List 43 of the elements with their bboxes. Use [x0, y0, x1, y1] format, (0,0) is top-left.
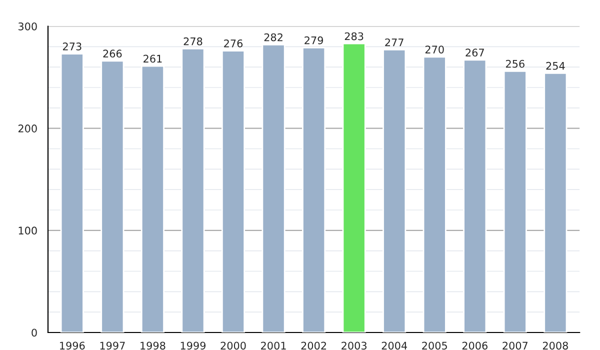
data-label: 283 — [344, 32, 364, 40]
x-tick-label: 2001 — [261, 342, 286, 350]
data-label: 266 — [103, 50, 122, 58]
data-label: 261 — [144, 54, 162, 63]
x-tick-label: 2008 — [542, 342, 568, 350]
data-label: 270 — [425, 46, 444, 54]
data-label: 273 — [62, 42, 82, 50]
y-tick-label: 200 — [18, 124, 37, 132]
bar — [342, 42, 366, 332]
x-tick-label: 2003 — [342, 342, 366, 350]
bar — [262, 44, 286, 332]
bar — [221, 50, 246, 332]
data-label: 256 — [506, 60, 524, 68]
x-tick-label: 1996 — [60, 342, 85, 350]
bar — [100, 60, 124, 332]
bar — [302, 46, 326, 332]
x-tick-label: 2004 — [382, 342, 408, 350]
bar — [503, 70, 527, 332]
y-tick-label: 100 — [18, 226, 37, 235]
x-tick-label: 2006 — [462, 342, 488, 350]
data-label: 277 — [385, 38, 404, 46]
data-label: 282 — [264, 33, 282, 42]
bar — [140, 65, 164, 332]
data-label: 276 — [224, 39, 243, 48]
bar — [422, 56, 446, 332]
data-label: 254 — [546, 62, 565, 70]
data-label: 278 — [184, 37, 202, 46]
bar — [60, 53, 84, 332]
bar — [463, 59, 487, 332]
x-tick-label: 1998 — [140, 342, 166, 350]
bar — [382, 49, 406, 332]
bar — [181, 48, 205, 332]
x-tick-label: 2005 — [422, 342, 447, 350]
x-tick-label: 2002 — [301, 342, 326, 350]
data-label: 279 — [304, 36, 324, 44]
bar — [544, 72, 568, 332]
data-label: 267 — [466, 48, 484, 57]
x-tick-label: 1997 — [100, 342, 125, 350]
y-tick-label: 0 — [32, 328, 37, 337]
x-tick-label: 1999 — [180, 342, 206, 350]
x-tick-label: 2007 — [502, 342, 528, 350]
x-tick-label: 2000 — [220, 342, 246, 350]
y-tick-label: 300 — [18, 22, 37, 30]
